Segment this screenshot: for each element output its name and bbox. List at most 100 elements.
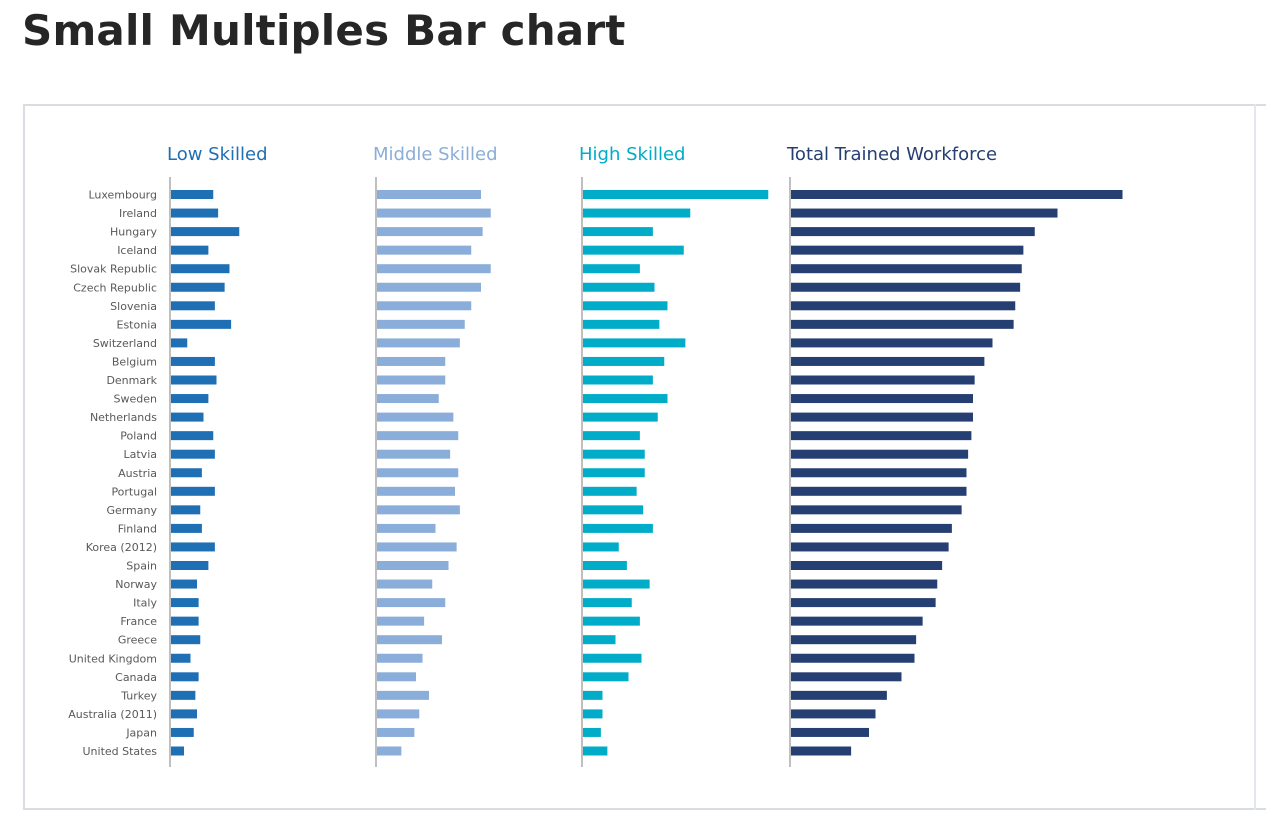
category-label: Latvia xyxy=(124,448,158,461)
bar xyxy=(791,468,967,478)
category-label: Portugal xyxy=(111,485,157,498)
category-label: France xyxy=(120,615,157,628)
category-label: Slovak Republic xyxy=(70,263,157,276)
bar xyxy=(583,616,640,626)
category-label: Korea (2012) xyxy=(86,541,157,554)
bar xyxy=(791,523,952,533)
bar xyxy=(791,746,852,756)
bar xyxy=(583,245,684,255)
bar xyxy=(377,746,402,756)
bar xyxy=(583,561,627,570)
bar xyxy=(791,282,1021,292)
bar xyxy=(583,727,601,737)
bar xyxy=(171,394,209,404)
bar xyxy=(171,709,197,719)
bar xyxy=(377,505,460,515)
bar xyxy=(171,561,209,570)
bar xyxy=(583,746,608,756)
bar xyxy=(583,449,645,459)
bar xyxy=(791,690,887,700)
bar xyxy=(791,301,1016,311)
bar xyxy=(377,264,491,274)
bar xyxy=(171,449,215,459)
bar xyxy=(171,672,199,682)
panel-title: Middle Skilled xyxy=(373,144,498,165)
bar xyxy=(583,319,660,329)
bar xyxy=(791,672,902,682)
bar xyxy=(377,635,442,645)
bar xyxy=(583,635,616,645)
bar xyxy=(791,727,869,737)
bar xyxy=(377,449,451,459)
bar xyxy=(377,431,459,441)
category-label: Poland xyxy=(120,430,157,443)
bar xyxy=(583,282,655,292)
bar xyxy=(377,245,472,255)
bar xyxy=(791,412,973,422)
bar xyxy=(791,356,985,366)
bar xyxy=(377,653,423,663)
bar xyxy=(171,264,230,274)
bar xyxy=(791,449,969,459)
bar xyxy=(377,301,472,311)
bar xyxy=(377,394,439,404)
bar xyxy=(377,468,459,478)
bar xyxy=(583,468,645,478)
bar xyxy=(791,394,973,404)
category-label: Switzerland xyxy=(93,337,157,350)
bar xyxy=(583,598,632,608)
bar xyxy=(791,542,949,552)
bar xyxy=(791,227,1035,237)
bar xyxy=(583,542,619,552)
bar xyxy=(791,375,975,385)
bar xyxy=(171,542,215,552)
bar xyxy=(171,338,188,348)
bar xyxy=(583,394,668,404)
bar xyxy=(583,301,668,311)
bar xyxy=(377,412,454,422)
bar xyxy=(171,208,219,218)
category-label: United Kingdom xyxy=(69,652,157,665)
category-label: Norway xyxy=(115,578,157,591)
bar xyxy=(377,523,436,533)
category-label: Finland xyxy=(118,522,157,535)
category-label: Australia (2011) xyxy=(68,708,157,721)
category-label: Iceland xyxy=(117,244,157,257)
bar xyxy=(171,190,214,199)
bar xyxy=(171,431,214,441)
bar xyxy=(171,468,202,478)
bar xyxy=(171,746,184,756)
bar xyxy=(171,727,194,737)
panel-title: Low Skilled xyxy=(167,144,268,165)
bar xyxy=(171,690,196,700)
bar xyxy=(791,208,1058,218)
category-label: Greece xyxy=(118,634,157,647)
category-label: Japan xyxy=(125,726,157,739)
bar xyxy=(171,301,215,311)
bar xyxy=(377,227,483,237)
bar xyxy=(377,727,415,737)
bar xyxy=(377,690,429,700)
figure-frame-edge xyxy=(1254,104,1256,810)
category-label: Sweden xyxy=(114,393,157,406)
bar xyxy=(583,672,629,682)
bar xyxy=(171,635,201,645)
category-label: Netherlands xyxy=(90,411,157,424)
bar xyxy=(791,486,967,496)
bar xyxy=(583,486,637,496)
bar xyxy=(583,264,640,274)
bar xyxy=(791,505,962,515)
bar xyxy=(583,227,653,237)
bar xyxy=(583,523,653,533)
bar xyxy=(377,561,449,570)
bar xyxy=(583,356,665,366)
bar xyxy=(791,190,1123,199)
bar xyxy=(583,709,603,719)
bar xyxy=(377,375,446,385)
bar xyxy=(583,579,650,589)
bar xyxy=(171,245,209,255)
bar xyxy=(791,579,938,589)
bar xyxy=(583,505,644,515)
bar xyxy=(791,431,972,441)
